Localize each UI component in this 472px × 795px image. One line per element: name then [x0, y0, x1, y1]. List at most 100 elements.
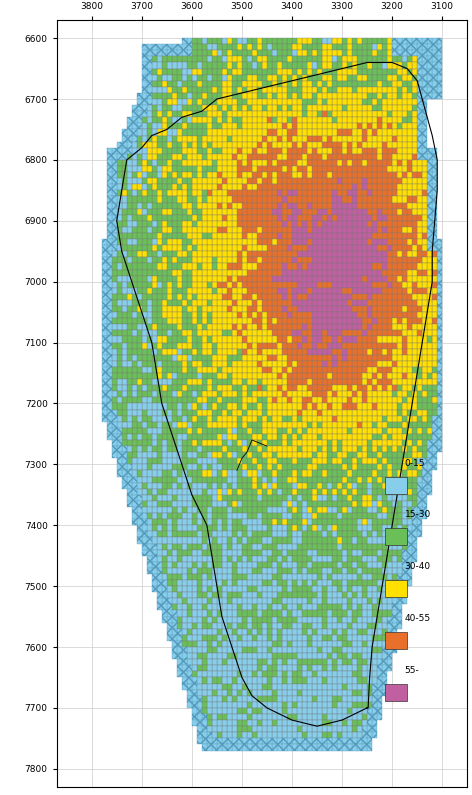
Bar	[167, 446, 172, 452]
Bar	[407, 153, 412, 160]
Bar	[172, 416, 177, 421]
Bar	[392, 153, 397, 160]
Bar	[237, 130, 242, 136]
Bar	[212, 580, 217, 586]
Bar	[242, 136, 247, 142]
Bar	[267, 367, 272, 373]
Bar	[247, 276, 252, 281]
Bar	[317, 574, 322, 580]
Bar	[282, 580, 287, 586]
Bar	[272, 136, 277, 142]
Bar	[242, 386, 247, 391]
Bar	[312, 361, 317, 367]
Bar	[357, 373, 362, 379]
Bar	[382, 622, 387, 629]
Bar	[262, 75, 267, 81]
Bar	[237, 398, 242, 404]
Bar	[287, 258, 292, 263]
Bar	[127, 263, 132, 270]
Bar	[107, 190, 112, 196]
Bar	[157, 507, 162, 513]
Bar	[202, 227, 207, 233]
Bar	[372, 336, 377, 343]
Bar	[272, 178, 277, 184]
Bar	[267, 379, 272, 386]
Bar	[157, 227, 162, 233]
Bar	[202, 45, 207, 50]
Bar	[292, 446, 297, 452]
Bar	[352, 367, 357, 373]
Bar	[267, 647, 272, 653]
Bar	[332, 361, 337, 367]
Bar	[342, 343, 347, 349]
Bar	[427, 331, 432, 336]
Bar	[212, 403, 217, 409]
Bar	[362, 599, 367, 604]
Bar	[257, 215, 262, 221]
Bar	[352, 689, 357, 696]
Bar	[417, 398, 422, 404]
Bar	[267, 184, 272, 190]
Bar	[132, 391, 137, 398]
Bar	[362, 349, 367, 355]
Bar	[412, 446, 417, 452]
Bar	[387, 458, 392, 464]
Bar	[142, 178, 147, 184]
Bar	[382, 386, 387, 391]
Bar	[282, 531, 287, 537]
Bar	[412, 227, 417, 233]
Bar	[222, 696, 227, 702]
Bar	[177, 501, 182, 507]
Bar	[392, 483, 397, 489]
Bar	[197, 622, 202, 629]
Bar	[187, 50, 192, 56]
Bar	[362, 592, 367, 599]
Bar	[227, 63, 232, 68]
Bar	[412, 537, 417, 544]
Bar	[202, 476, 207, 483]
Bar	[277, 81, 282, 87]
Bar	[352, 153, 357, 160]
Bar	[152, 123, 157, 130]
Bar	[377, 659, 382, 665]
Bar	[307, 208, 312, 215]
Bar	[287, 324, 292, 331]
Bar	[257, 81, 262, 87]
Bar	[257, 580, 262, 586]
Bar	[342, 568, 347, 574]
Bar	[327, 349, 332, 355]
Bar	[312, 507, 317, 513]
Bar	[202, 398, 207, 404]
Bar	[302, 574, 307, 580]
Bar	[312, 81, 317, 87]
Bar	[187, 190, 192, 196]
Bar	[107, 288, 112, 294]
Bar	[347, 726, 352, 732]
Bar	[392, 63, 397, 68]
Bar	[377, 434, 382, 440]
Bar	[337, 81, 342, 87]
Bar	[237, 556, 242, 562]
Bar	[262, 568, 267, 574]
Bar	[232, 300, 237, 306]
Bar	[387, 184, 392, 190]
Bar	[252, 556, 257, 562]
Bar	[372, 696, 377, 702]
Bar	[257, 398, 262, 404]
Bar	[207, 81, 212, 87]
Bar	[202, 81, 207, 87]
Bar	[187, 367, 192, 373]
Bar	[147, 562, 152, 568]
Bar	[412, 519, 417, 525]
Bar	[202, 258, 207, 263]
Bar	[147, 99, 152, 105]
Bar	[137, 251, 142, 258]
Bar	[257, 702, 262, 708]
Bar	[282, 471, 287, 476]
Bar	[322, 665, 327, 671]
Bar	[212, 720, 217, 726]
Bar	[417, 452, 422, 458]
Bar	[152, 331, 157, 336]
Bar	[132, 409, 137, 416]
Bar	[242, 483, 247, 489]
